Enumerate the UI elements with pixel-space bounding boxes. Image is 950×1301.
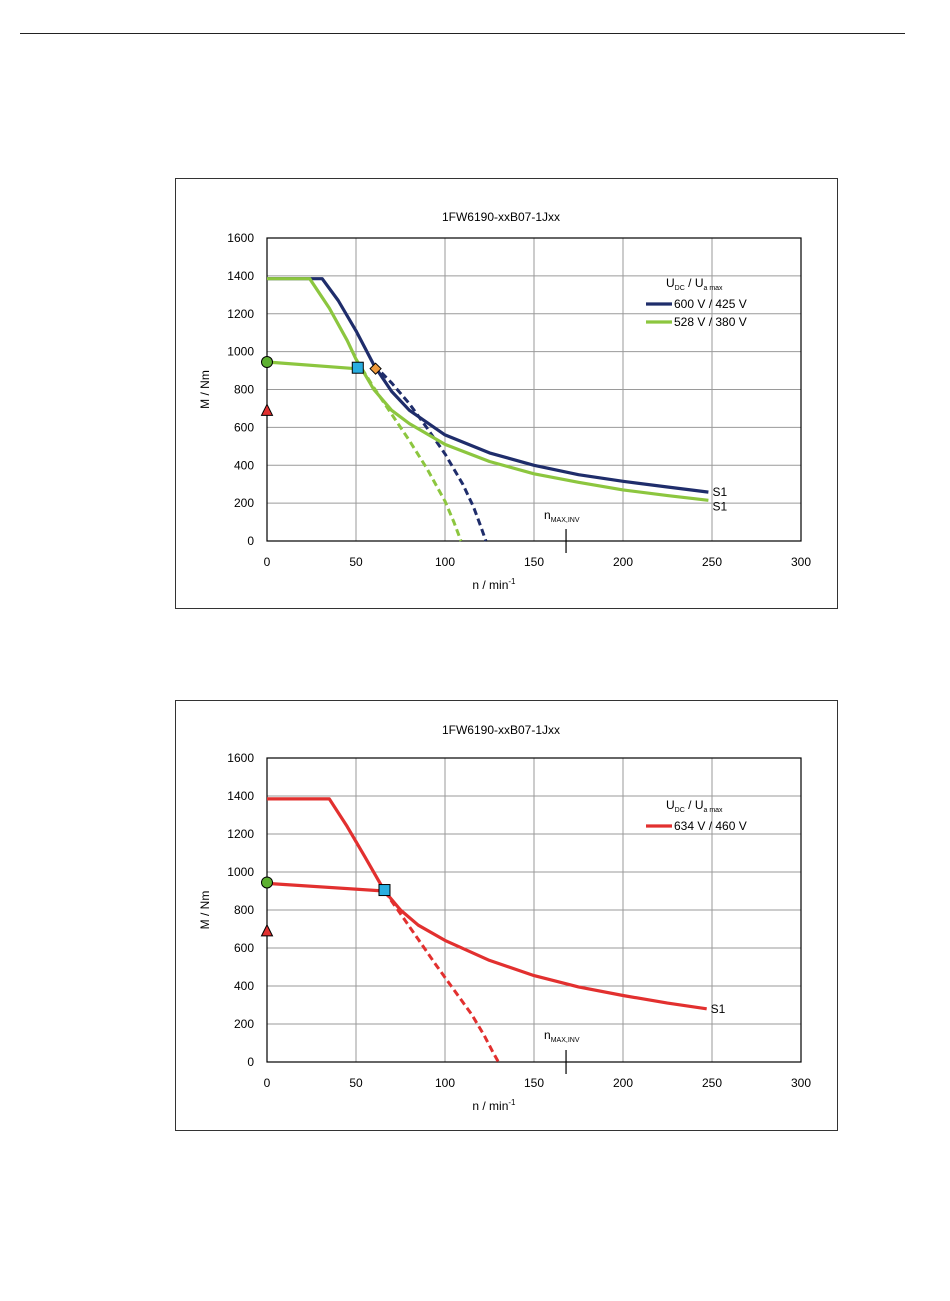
- chart-1-series-line-0: [267, 277, 709, 494]
- chart-1-legend-title-part: U: [695, 276, 704, 290]
- chart-1-x-tick-label: 50: [349, 555, 363, 569]
- chart-2-legend-title-part: U: [666, 798, 675, 812]
- chart-1-y-tick-label: 400: [234, 458, 254, 472]
- chart-2-x-tick-label: 150: [524, 1076, 544, 1090]
- chart-1-marker-circle: [261, 356, 273, 369]
- chart-1-marker-square: [351, 361, 364, 374]
- chart-1-y-tick-label: 1000: [227, 345, 254, 359]
- chart-2-x-tick-label: 50: [349, 1076, 363, 1090]
- chart-1-y-tick-label: 200: [234, 496, 254, 510]
- chart-1-legend-entry-1: 528 V / 380 V: [674, 315, 747, 329]
- chart-2-legend-title-part: U: [695, 798, 704, 812]
- page-top-rule: [20, 33, 905, 34]
- chart-2-marker-triangle: [260, 923, 274, 937]
- chart-1-nmax-label-sub: MAX,INV: [551, 517, 580, 524]
- chart-1-legend-title-part: U: [666, 276, 675, 290]
- chart-1-y-axis-label: M / Nm: [198, 370, 212, 409]
- chart-2-y-tick-label: 600: [234, 941, 254, 955]
- chart-1-x-axis-label-sup: -1: [508, 577, 516, 586]
- chart-2-y-tick-label: 800: [234, 903, 254, 917]
- chart-1-marker-triangle: [260, 403, 274, 416]
- chart-2-marker-circle: [261, 876, 273, 889]
- chart-1-nmax-label: nMAX,INV: [544, 508, 580, 524]
- chart-1-x-tick-label: 200: [613, 555, 633, 569]
- chart-1-legend-title-part: /: [685, 276, 695, 290]
- chart-2-y-tick-label: 1400: [227, 789, 254, 803]
- chart-1-y-tick-label: 800: [234, 383, 254, 397]
- chart-2-series-line-0: [267, 797, 707, 1011]
- chart-2-nmax-label-sub: MAX,INV: [551, 1037, 580, 1044]
- chart-1-series-line-1: [267, 277, 709, 502]
- chart-2-legend-title: UDC / Ua max: [666, 798, 723, 814]
- chart-2-title: 1FW6190-xxB07-1Jxx: [442, 723, 560, 737]
- chart-2-y-tick-label: 200: [234, 1017, 254, 1031]
- chart-2-x-tick-label: 0: [264, 1076, 271, 1090]
- chart-1-legend-title: UDC / Ua max: [666, 276, 723, 292]
- chart-1-legend-entry-0: 600 V / 425 V: [674, 297, 747, 311]
- chart-2-x-tick-label: 300: [791, 1076, 811, 1090]
- chart-2-legend-title-part: /: [685, 798, 695, 812]
- chart-1-series-dashed-0: [372, 363, 488, 542]
- chart-2-svg: 1FW6190-xxB07-1Jxx 0 50 100 150 200 250 300 0 20…: [198, 723, 811, 1113]
- chart-2-legend-title-part: DC: [675, 807, 685, 814]
- chart-2-y-tick-label: 1600: [227, 751, 254, 765]
- chart-2-x-tick-label: 250: [702, 1076, 722, 1090]
- chart-1-series-dashed-1: [354, 358, 463, 542]
- chart-1-y-tick-label: 1200: [227, 307, 254, 321]
- chart-1-series-end-label: S1: [712, 499, 727, 513]
- chart-2-series-dashed-0: [383, 890, 500, 1063]
- chart-2-x-tick-label: 200: [613, 1076, 633, 1090]
- chart-1-legend-title-part: DC: [675, 285, 685, 292]
- chart-1-y-tick-label: 1600: [227, 231, 254, 245]
- chart-1-svg: 1FW6190-xxB07-1Jxx 0 50 100 150 200 250 300 0 20…: [198, 210, 811, 592]
- chart-2-x-axis-label: n / min-1: [472, 1098, 516, 1113]
- chart-2-x-axis-label-sup: -1: [508, 1098, 516, 1107]
- torque-speed-chart-1: 1FW6190-xxB07-1Jxx 0 50 100 150 200 250 300 0 20…: [175, 178, 838, 609]
- chart-1-x-tick-label: 0: [264, 555, 271, 569]
- chart-1-x-tick-label: 250: [702, 555, 722, 569]
- chart-1-title: 1FW6190-xxB07-1Jxx: [442, 210, 560, 224]
- chart-1-x-tick-label: 100: [435, 555, 455, 569]
- chart-2-y-tick-label: 1000: [227, 865, 254, 879]
- chart-2-x-tick-label: 100: [435, 1076, 455, 1090]
- chart-2-plot-border: [266, 757, 802, 1063]
- chart-2-legend-title-part: a max: [703, 807, 723, 814]
- chart-1-x-tick-label: 300: [791, 555, 811, 569]
- chart-1-x-axis-label: n / min-1: [472, 577, 516, 592]
- chart-1-x-tick-label: 150: [524, 555, 544, 569]
- chart-1-series-line-2: [266, 360, 357, 371]
- chart-2-series-line-1: [266, 881, 385, 893]
- chart-2-y-tick-label: 0: [247, 1055, 254, 1069]
- chart-2-marker-square: [378, 884, 391, 897]
- chart-1-plot: 0 50 100 150 200 250 300 0 200 400 600 800 1000 1200 1…: [198, 231, 811, 592]
- torque-speed-chart-2: 1FW6190-xxB07-1Jxx 0 50 100 150 200 250 300 0 20…: [175, 700, 838, 1131]
- chart-2-y-tick-label: 400: [234, 979, 254, 993]
- chart-2-y-axis-label: M / Nm: [198, 891, 212, 930]
- chart-2-legend-entry-0: 634 V / 460 V: [674, 819, 747, 833]
- chart-1-y-tick-label: 1400: [227, 269, 254, 283]
- chart-1-plot-border: [266, 237, 802, 542]
- chart-1-series-end-label: S1: [712, 485, 727, 499]
- chart-1-marker-diamond: [369, 362, 382, 375]
- chart-2-nmax-label: nMAX,INV: [544, 1028, 580, 1044]
- chart-1-legend-title-part: a max: [703, 285, 723, 292]
- chart-1-y-tick-label: 600: [234, 420, 254, 434]
- chart-1-y-tick-label: 0: [247, 534, 254, 548]
- chart-2-series-end-label: S1: [711, 1002, 726, 1016]
- chart-2-plot: 0 50 100 150 200 250 300 0 200 400 600 800 1000 1200 1…: [198, 751, 811, 1113]
- chart-2-y-tick-label: 1200: [227, 827, 254, 841]
